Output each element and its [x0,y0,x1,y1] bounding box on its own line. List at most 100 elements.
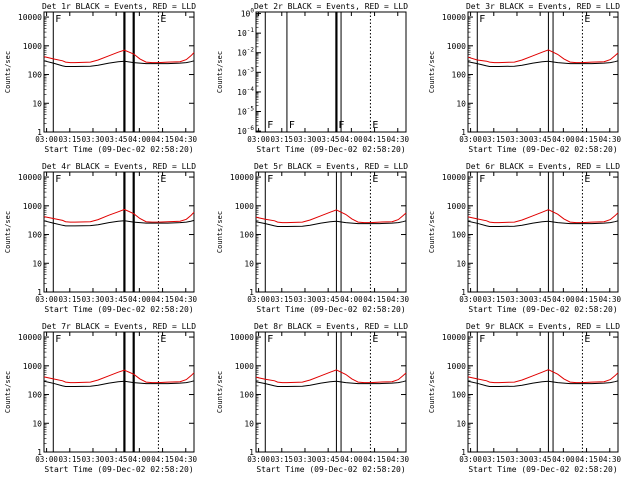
y-tick-label: 10 [32,419,42,428]
x-tick-label: 03:45 [317,455,340,464]
x-tick-label: 04:00 [340,295,363,304]
y-tick-label: 10 [456,259,466,268]
detector-panel-5: Det 5r BLACK = Events, RED = LLD 1 10 100 10… [216,162,410,314]
series-line-events [43,380,195,387]
y-tick-label: 10000 [18,173,42,182]
flag-marker-label: E [372,334,378,345]
x-tick-label: 03:00 [459,135,482,144]
y-tick-label: 1000 [447,202,466,211]
x-tick-label: 03:00 [247,135,270,144]
y-tick-label: 10000 [230,333,254,342]
series-line-events [43,219,195,227]
plot-frame [43,331,195,453]
x-tick-label: 04:30 [386,295,409,304]
x-tick-label: 03:30 [82,455,105,464]
x-axis-label: Start Time (09-Dec-02 02:58:20) [468,465,617,474]
y-tick-label: 10 [456,99,466,108]
y-tick-label: 10-5 [237,106,254,117]
x-tick-label: 03:30 [506,295,529,304]
y-tick-label: 1 [37,288,42,297]
y-axis-label: Counts/sec [4,371,12,413]
x-tick-label: 04:15 [363,135,386,144]
x-tick-label: 03:45 [105,455,128,464]
x-tick-label: 04:30 [174,295,197,304]
x-tick-label: 04:15 [151,135,174,144]
x-tick-label: 04:00 [128,135,151,144]
series-line-events [255,380,407,387]
x-tick-label: 03:30 [294,295,317,304]
y-tick-label: 10000 [18,333,42,342]
flag-marker-label: E [372,174,378,185]
y-tick-label: 10 [456,419,466,428]
y-tick-label: 100 [240,391,255,400]
x-tick-label: 04:30 [386,455,409,464]
x-tick-label: 04:00 [340,135,363,144]
x-tick-label: 03:00 [247,295,270,304]
plot-frame [255,331,407,453]
x-tick-label: 03:15 [482,295,505,304]
x-tick-label: 03:45 [317,295,340,304]
y-tick-label: 10-1 [237,27,254,38]
plot-frame [467,11,619,133]
y-tick-label: 10000 [442,13,466,22]
flag-marker-label: E [584,14,590,25]
panel-title: Det 1r BLACK = Events, RED = LLD [42,2,196,11]
y-tick-label: 1000 [23,362,42,371]
x-tick-label: 03:45 [529,135,552,144]
flag-marker-label: F [55,334,61,345]
y-tick-label: 10000 [442,333,466,342]
flag-marker-label: E [372,120,378,131]
y-tick-label: 10 [244,259,254,268]
y-tick-label: 10-4 [237,86,254,97]
y-tick-label: 1000 [23,42,42,51]
y-tick-label: 10 [244,419,254,428]
x-tick-label: 03:45 [317,135,340,144]
series-line-events [467,220,619,227]
y-tick-label: 10000 [230,173,254,182]
x-tick-label: 03:15 [58,135,81,144]
x-tick-label: 03:45 [529,295,552,304]
detector-panel-1: Det 1r BLACK = Events, RED = LLD 1 10 100 10… [4,2,198,154]
x-axis-label: Start Time (09-Dec-02 02:58:20) [468,145,617,154]
x-tick-label: 03:15 [482,455,505,464]
flag-marker-label: E [584,334,590,345]
y-tick-label: 1000 [235,362,254,371]
x-tick-label: 03:00 [247,455,270,464]
plot-frame [467,171,619,293]
x-tick-label: 04:15 [151,455,174,464]
x-tick-label: 04:00 [340,455,363,464]
y-axis-label: Counts/sec [4,51,12,93]
y-tick-label: 100 [452,231,467,240]
x-tick-label: 03:45 [105,295,128,304]
series-line-lld [467,209,619,224]
y-tick-label: 1 [461,128,466,137]
flag-marker-label: E [160,334,166,345]
detector-panel-9: Det 9r BLACK = Events, RED = LLD 1 10 100 10… [428,322,622,474]
y-tick-label: 10-3 [237,66,254,77]
x-tick-label: 04:30 [386,135,409,144]
y-axis-label: Counts/sec [216,211,224,253]
x-tick-label: 03:00 [459,295,482,304]
x-tick-label: 04:30 [598,455,621,464]
x-tick-label: 03:00 [35,455,58,464]
series-line-lld [43,49,195,64]
series-line-lld [255,369,407,384]
flag-marker-label: E [584,174,590,185]
y-tick-label: 100 [28,391,43,400]
flag-marker-label: F [267,334,273,345]
x-tick-label: 03:00 [35,295,58,304]
y-tick-label: 1000 [235,202,254,211]
x-tick-label: 03:15 [270,455,293,464]
y-tick-label: 1 [37,128,42,137]
x-tick-label: 04:15 [575,455,598,464]
x-tick-label: 03:30 [294,135,317,144]
panel-title: Det 3r BLACK = Events, RED = LLD [466,2,620,11]
plot-frame [255,11,407,133]
y-axis-label: Counts/sec [216,51,224,93]
y-tick-label: 10 [32,259,42,268]
flag-marker-label: F [55,174,61,185]
series-line-lld [467,49,619,64]
x-axis-label: Start Time (09-Dec-02 02:58:20) [44,145,193,154]
